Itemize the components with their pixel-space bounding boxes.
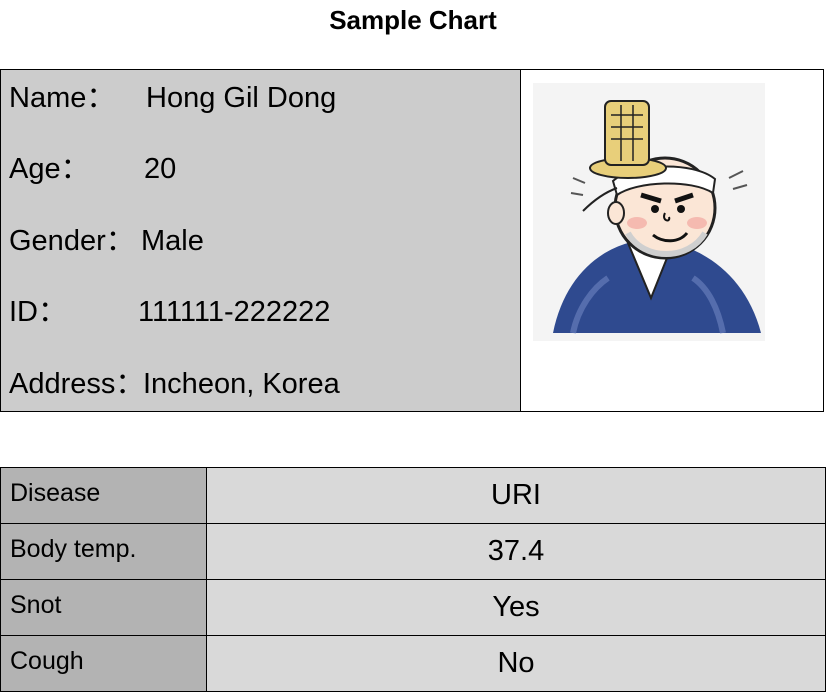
snot-value: Yes: [206, 579, 826, 636]
body-temp-label: Body temp.: [0, 523, 207, 580]
age-value: 20: [144, 153, 177, 185]
age-label: Age：: [9, 153, 90, 185]
disease-value: URI: [206, 467, 826, 524]
patient-portrait: [533, 83, 765, 341]
table-row: Disease URI: [0, 467, 826, 524]
name-row: Name： Hong Gil Dong: [9, 81, 336, 115]
address-value: Incheon, Korea: [143, 368, 340, 400]
table-row: Body temp. 37.4: [0, 523, 826, 580]
cough-label: Cough: [0, 635, 207, 692]
body-temp-value: 37.4: [206, 523, 826, 580]
name-value: Hong Gil Dong: [146, 82, 337, 114]
chart-title: Sample Chart: [329, 5, 497, 35]
cough-value: No: [206, 635, 826, 692]
table-row: Cough No: [0, 635, 826, 692]
snot-label: Snot: [0, 579, 207, 636]
gender-label: Gender：: [9, 225, 135, 257]
patient-info-cell: [0, 69, 522, 412]
id-value: 111111-222222: [138, 296, 331, 328]
gender-value: Male: [141, 225, 204, 257]
gender-row: Gender： Male: [9, 224, 204, 258]
table-row: Snot Yes: [0, 579, 826, 636]
disease-label: Disease: [0, 467, 207, 524]
address-label: Address：: [9, 368, 145, 400]
age-row: Age： 20: [9, 152, 176, 186]
address-row: Address： Incheon, Korea: [9, 367, 340, 401]
id-row: ID： 111111-222222: [9, 295, 330, 329]
medical-table: Disease URI Body temp. 37.4 Snot Yes Cou…: [0, 467, 826, 692]
id-label: ID：: [9, 296, 68, 328]
name-label: Name：: [9, 82, 116, 114]
